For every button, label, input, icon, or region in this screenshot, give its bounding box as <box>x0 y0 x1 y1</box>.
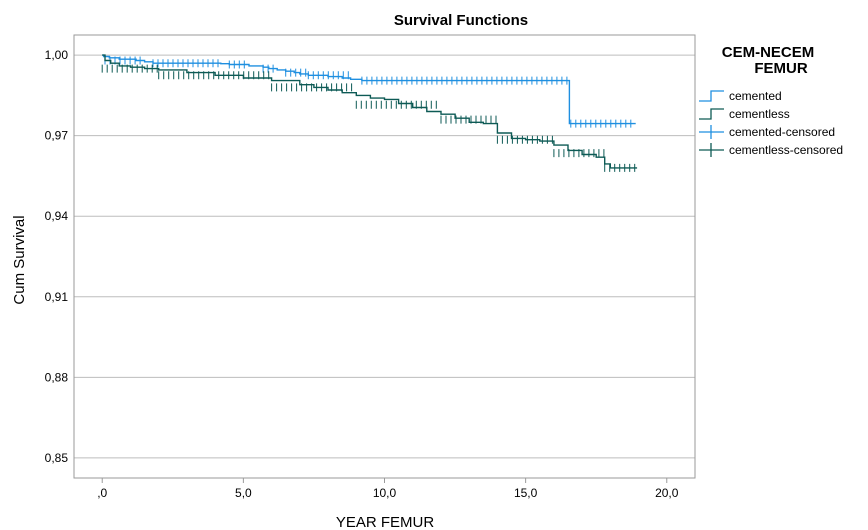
plot-frame <box>73 34 696 479</box>
x-tick-label: 5,0 <box>235 486 252 500</box>
survival-line-cementless <box>102 54 638 169</box>
x-tick-label: ,0 <box>97 486 107 500</box>
x-tick-label: 10,0 <box>373 486 397 500</box>
y-axis-label: Cum Survival <box>11 215 28 304</box>
x-axis-label: YEAR FEMUR <box>336 514 435 530</box>
legend-title-line2: FEMUR <box>754 60 807 77</box>
legend-swatch-step <box>699 108 724 120</box>
survival-line-cemented <box>102 54 636 125</box>
censored-marks-cemented <box>104 56 632 128</box>
legend-entry-cementless: cementless <box>699 107 790 121</box>
series-cementless <box>101 54 638 172</box>
legend-label: cemented <box>729 89 782 103</box>
gridlines <box>74 54 695 459</box>
y-tick-label: 0,97 <box>45 129 69 143</box>
legend-label: cemented-censored <box>729 125 835 139</box>
legend-entry-cemented: cemented <box>699 89 782 103</box>
legend: CEM-NECEM FEMUR cemented cementless cement… <box>699 44 843 157</box>
chart-title: Survival Functions <box>394 12 528 29</box>
series-layer <box>101 54 638 172</box>
y-axis-ticks: 0,85 0,88 0,91 0,94 0,97 1,00 <box>45 48 69 465</box>
y-tick-label: 1,00 <box>45 48 69 62</box>
x-axis-ticks: ,0 5,0 10,0 15,0 20,0 <box>97 478 679 500</box>
legend-swatch-censored <box>699 143 724 157</box>
legend-swatch-step <box>699 90 724 102</box>
series-cemented <box>102 54 636 128</box>
legend-entry-cementless-censored: cementless-censored <box>699 143 843 157</box>
legend-label: cementless-censored <box>729 143 843 157</box>
y-tick-label: 0,88 <box>45 370 69 384</box>
y-tick-label: 0,85 <box>45 451 69 465</box>
legend-swatch-censored <box>699 125 724 139</box>
y-tick-label: 0,94 <box>45 209 69 223</box>
x-tick-label: 15,0 <box>514 486 538 500</box>
censored-marks-cementless <box>101 64 636 172</box>
legend-title-line1: CEM-NECEM <box>722 44 815 61</box>
x-tick-label: 20,0 <box>655 486 679 500</box>
legend-entry-cemented-censored: cemented-censored <box>699 125 835 139</box>
y-tick-label: 0,91 <box>45 290 69 304</box>
legend-label: cementless <box>729 107 790 121</box>
